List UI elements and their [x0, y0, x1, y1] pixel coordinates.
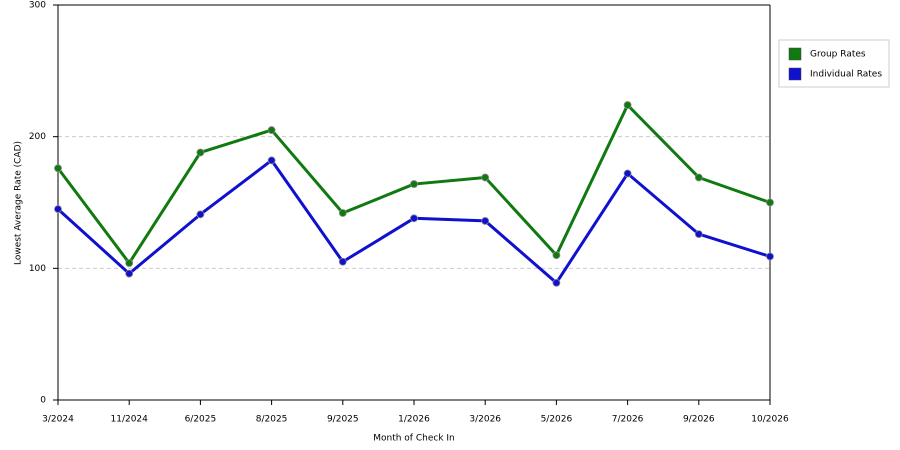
x-tick-label: 3/2024 [42, 415, 74, 425]
data-point [623, 169, 632, 178]
data-point [694, 173, 703, 182]
y-axis-label: Lowest Average Rate (CAD) [14, 141, 24, 265]
data-point [338, 209, 347, 217]
y-tick-label: 300 [29, 1, 46, 11]
x-tick-label: 8/2025 [256, 415, 288, 425]
data-point [481, 217, 490, 225]
data-point [54, 164, 62, 173]
data-point [196, 148, 205, 157]
data-point [410, 214, 418, 223]
x-tick-label: 9/2025 [327, 415, 359, 425]
x-tick-label: 5/2026 [541, 415, 573, 425]
x-axis-label: Month of Check In [373, 434, 455, 444]
legend-swatch [788, 67, 802, 81]
data-point [267, 156, 276, 165]
data-point [623, 101, 632, 109]
x-tick-label: 9/2026 [683, 415, 715, 425]
legend-swatch [788, 47, 802, 61]
y-tick-label: 0 [40, 396, 46, 406]
data-point [267, 126, 276, 134]
y-tick-label: 200 [29, 132, 46, 142]
data-point [481, 173, 490, 182]
data-point [125, 259, 134, 267]
data-point [694, 230, 703, 239]
x-tick-label: 6/2025 [185, 415, 217, 425]
x-tick-label: 1/2026 [398, 415, 430, 425]
x-tick-label: 10/2026 [751, 415, 789, 425]
x-tick-label: 7/2026 [612, 415, 644, 425]
data-point [552, 251, 561, 260]
data-point [410, 180, 418, 188]
y-tick-label: 100 [29, 264, 46, 274]
data-point [196, 210, 205, 219]
legend-label: Individual Rates [810, 70, 882, 80]
data-point [766, 198, 774, 207]
data-point [766, 252, 774, 261]
x-tick-label: 11/2024 [111, 415, 149, 425]
data-point [125, 269, 134, 278]
data-point [338, 257, 347, 266]
x-tick-label: 3/2026 [469, 415, 501, 425]
legend-label: Group Rates [810, 50, 866, 60]
data-point [552, 278, 561, 287]
data-point [54, 205, 62, 213]
